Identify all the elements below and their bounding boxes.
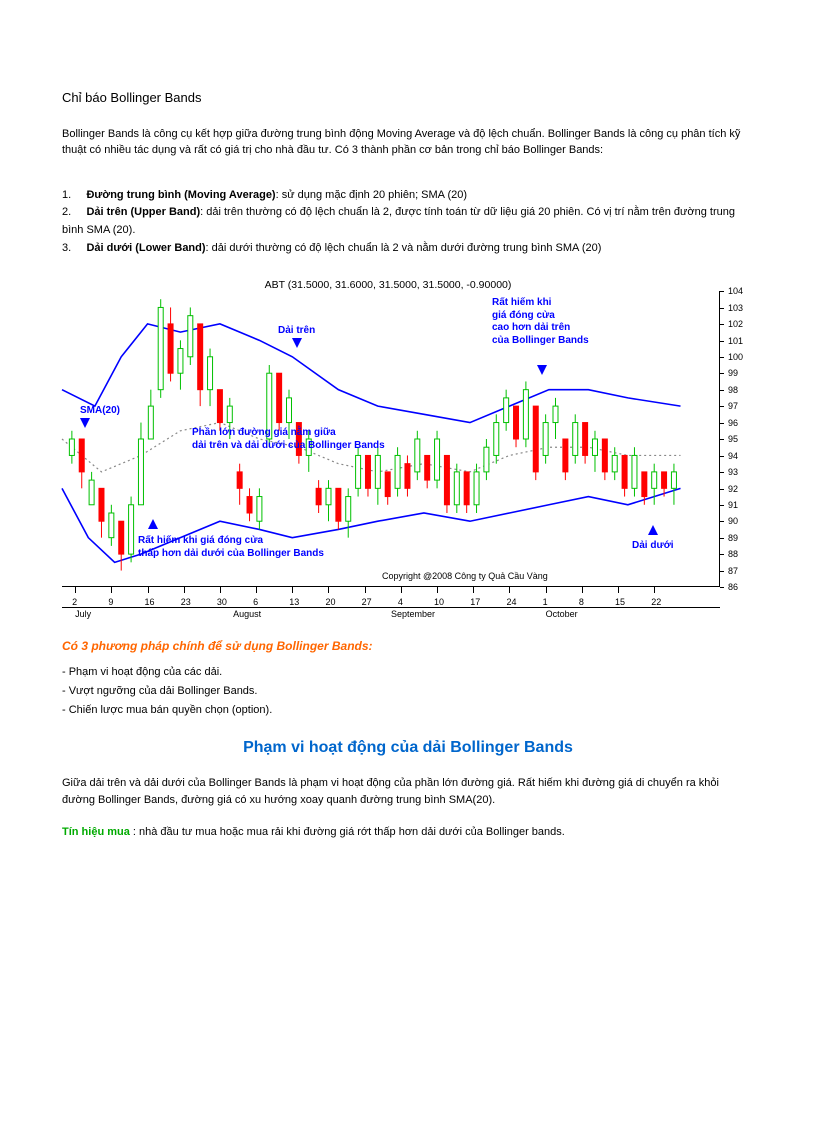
list-text-3: : dải dưới thường có độ lệch chuẩn là 2 …: [206, 242, 602, 254]
document-title: Chỉ báo Bollinger Bands: [62, 90, 754, 105]
list-bold-2: Dải trên (Upper Band): [86, 206, 200, 218]
list-num-3: 3.: [62, 242, 71, 254]
range-paragraph: Giữa dải trên và dải dưới của Bollinger …: [62, 775, 754, 808]
list-bold-3: Dải dưới (Lower Band): [86, 242, 205, 254]
y-axis: 8687888990919293949596979899100101102103…: [719, 291, 754, 587]
intro-paragraph: Bollinger Bands là công cụ kết hợp giữa …: [62, 127, 754, 159]
list-text-1: : sử dụng mặc định 20 phiên; SMA (20): [276, 189, 467, 201]
methods-list: - Phạm vi hoạt động của các dải. - Vượt …: [62, 663, 754, 719]
section-heading-blue: Phạm vi hoạt động của dải Bollinger Band…: [62, 739, 754, 757]
bullet-1: - Phạm vi hoạt động của các dải.: [62, 663, 754, 682]
x-axis: 2916233061320274101724181522JulyAugustSe…: [62, 586, 720, 625]
list-bold-1: Đường trung bình (Moving Average): [86, 189, 275, 201]
section-heading-orange: Có 3 phương pháp chính để sử dụng Bollin…: [62, 639, 754, 653]
buy-signal-text: : nhà đầu tư mua hoặc mua rải khi đường …: [130, 826, 565, 838]
buy-signal-paragraph: Tín hiệu mua : nhà đầu tư mua hoặc mua r…: [62, 824, 754, 841]
bullet-3: - Chiến lược mua bán quyền chọn (option)…: [62, 701, 754, 720]
bollinger-chart: ABT (31.5000, 31.6000, 31.5000, 31.5000,…: [62, 275, 754, 625]
chart-copyright: Copyright @2008 Công ty Quả Cầu Vàng: [382, 571, 548, 581]
list-num-2: 2.: [62, 206, 71, 218]
chart-title: ABT (31.5000, 31.6000, 31.5000, 31.5000,…: [62, 279, 714, 291]
buy-signal-label: Tín hiệu mua: [62, 826, 130, 838]
components-list: 1. Đường trung bình (Moving Average): sử…: [62, 187, 754, 257]
plot-area: [62, 291, 720, 587]
bullet-2: - Vượt ngưỡng của dải Bollinger Bands.: [62, 682, 754, 701]
list-num-1: 1.: [62, 189, 71, 201]
